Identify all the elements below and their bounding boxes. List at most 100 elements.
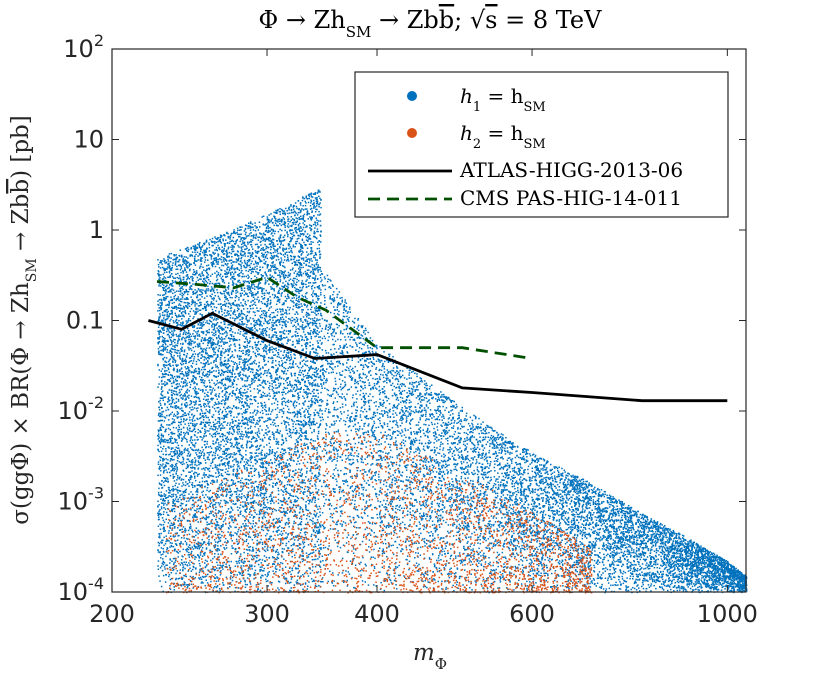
scatter-point bbox=[261, 287, 263, 289]
scatter-point bbox=[255, 293, 257, 295]
scatter-point bbox=[216, 322, 219, 324]
scatter-point bbox=[173, 562, 175, 564]
scatter-point bbox=[319, 266, 322, 269]
scatter-point bbox=[235, 389, 238, 391]
scatter-point bbox=[313, 362, 315, 364]
scatter-point bbox=[190, 580, 192, 582]
scatter-point bbox=[275, 332, 277, 334]
scatter-point bbox=[175, 397, 178, 400]
scatter-point bbox=[177, 341, 179, 343]
scatter-point bbox=[194, 457, 196, 459]
scatter-point bbox=[227, 447, 229, 450]
scatter-point bbox=[235, 493, 238, 495]
scatter-point bbox=[227, 541, 229, 543]
scatter-point bbox=[213, 323, 216, 325]
scatter-point bbox=[275, 268, 278, 270]
scatter-point bbox=[233, 319, 236, 322]
scatter-point bbox=[184, 484, 187, 487]
scatter-point bbox=[237, 268, 239, 270]
scatter-point bbox=[305, 260, 307, 262]
scatter-point bbox=[221, 379, 223, 381]
scatter-point bbox=[214, 428, 216, 431]
scatter-point bbox=[217, 512, 219, 514]
scatter-point bbox=[318, 465, 321, 467]
scatter-point bbox=[173, 527, 176, 529]
scatter-point bbox=[274, 459, 277, 461]
scatter-point bbox=[298, 280, 300, 282]
scatter-point bbox=[174, 484, 176, 487]
scatter-point bbox=[203, 440, 206, 443]
scatter-point bbox=[235, 491, 238, 493]
scatter-point bbox=[200, 520, 202, 522]
scatter-point bbox=[311, 284, 314, 287]
scatter-point bbox=[305, 311, 308, 314]
scatter-point bbox=[184, 312, 187, 315]
scatter-point bbox=[186, 373, 189, 375]
scatter-point bbox=[278, 589, 280, 591]
scatter-point bbox=[258, 374, 261, 377]
scatter-point bbox=[304, 421, 306, 423]
scatter-point bbox=[285, 511, 287, 513]
scatter-point bbox=[262, 488, 264, 491]
scatter-point bbox=[303, 541, 306, 543]
scatter-point bbox=[279, 235, 281, 238]
scatter-point bbox=[291, 224, 293, 227]
scatter-point bbox=[260, 233, 263, 235]
scatter-point bbox=[223, 300, 226, 303]
scatter-point bbox=[183, 329, 185, 332]
scatter-point bbox=[320, 404, 322, 407]
scatter-point bbox=[307, 448, 309, 450]
scatter-point bbox=[212, 500, 215, 502]
scatter-point bbox=[181, 346, 183, 349]
scatter-point bbox=[180, 289, 182, 292]
scatter-point bbox=[165, 497, 168, 499]
scatter-point bbox=[288, 497, 290, 499]
scatter-point bbox=[203, 319, 206, 321]
scatter-point bbox=[172, 442, 174, 444]
scatter-point bbox=[173, 354, 175, 357]
scatter-point bbox=[248, 405, 250, 407]
scatter-point bbox=[300, 275, 303, 277]
scatter-point bbox=[237, 438, 239, 440]
scatter-point bbox=[196, 311, 198, 314]
scatter-point bbox=[228, 377, 231, 380]
scatter-point bbox=[260, 452, 262, 454]
scatter-point bbox=[273, 211, 275, 214]
scatter-point bbox=[305, 360, 307, 363]
scatter-point bbox=[171, 302, 174, 304]
scatter-point bbox=[277, 337, 280, 340]
scatter-point bbox=[314, 253, 317, 255]
scatter-point bbox=[161, 413, 163, 416]
scatter-point bbox=[277, 256, 279, 258]
scatter-point bbox=[176, 265, 178, 268]
scatter-point bbox=[163, 469, 165, 472]
scatter-point bbox=[162, 273, 164, 276]
scatter-point bbox=[230, 304, 232, 307]
scatter-point bbox=[313, 273, 316, 275]
scatter-point bbox=[256, 265, 258, 267]
scatter-point bbox=[220, 570, 222, 572]
scatter-point bbox=[165, 304, 167, 307]
scatter-point bbox=[164, 568, 166, 570]
scatter-point bbox=[281, 342, 283, 345]
scatter-point bbox=[302, 216, 305, 218]
scatter-point bbox=[250, 272, 252, 275]
scatter-point bbox=[305, 352, 307, 354]
scatter-point bbox=[313, 265, 316, 268]
scatter-point bbox=[161, 440, 163, 443]
scatter-point bbox=[276, 300, 279, 302]
scatter-point bbox=[208, 268, 211, 271]
scatter-point bbox=[234, 438, 236, 441]
scatter-point bbox=[252, 311, 255, 313]
scatter-point bbox=[231, 372, 233, 374]
scatter-point bbox=[262, 237, 264, 239]
scatter-point bbox=[293, 280, 295, 282]
scatter-point bbox=[224, 502, 227, 504]
scatter-point bbox=[309, 418, 311, 420]
scatter-point bbox=[165, 441, 167, 443]
scatter-point bbox=[194, 545, 197, 548]
scatter-point bbox=[233, 453, 235, 456]
scatter-point bbox=[213, 259, 216, 262]
scatter-point bbox=[226, 275, 229, 278]
scatter-point bbox=[259, 282, 262, 284]
